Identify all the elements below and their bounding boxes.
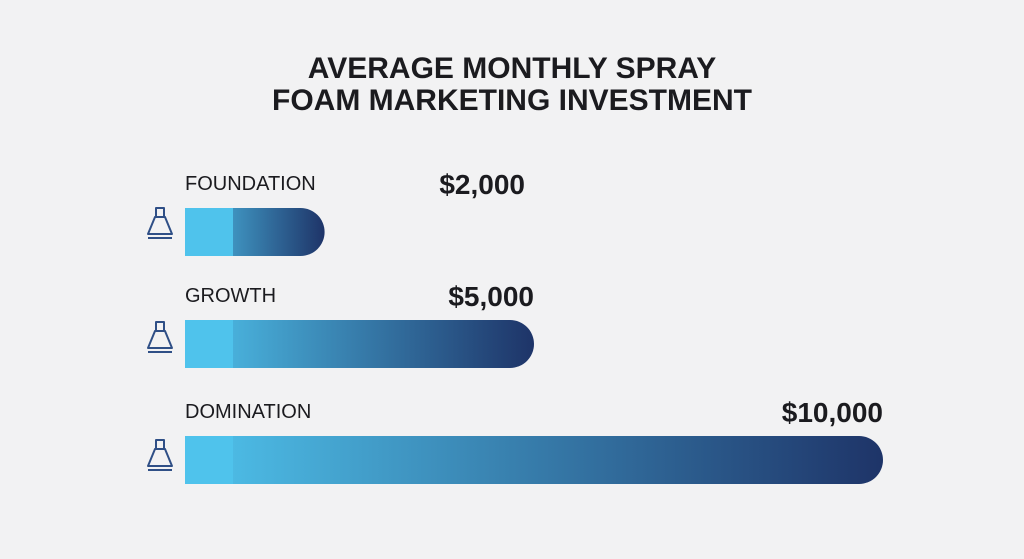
category-label: DOMINATION xyxy=(185,401,311,423)
bar-edge xyxy=(185,208,233,256)
bar xyxy=(185,436,883,484)
category-label: FOUNDATION xyxy=(185,173,316,195)
bar xyxy=(185,320,534,368)
bar-edge xyxy=(185,436,233,484)
value-label: $5,000 xyxy=(448,281,534,312)
icons xyxy=(147,207,173,471)
value-label: $2,000 xyxy=(439,169,525,200)
bar-edge xyxy=(185,320,233,368)
category-label: GROWTH xyxy=(185,285,276,307)
value-label: $10,000 xyxy=(782,397,883,428)
chart-title: AVERAGE MONTHLY SPRAY FOAM MARKETING INVE… xyxy=(272,52,752,117)
